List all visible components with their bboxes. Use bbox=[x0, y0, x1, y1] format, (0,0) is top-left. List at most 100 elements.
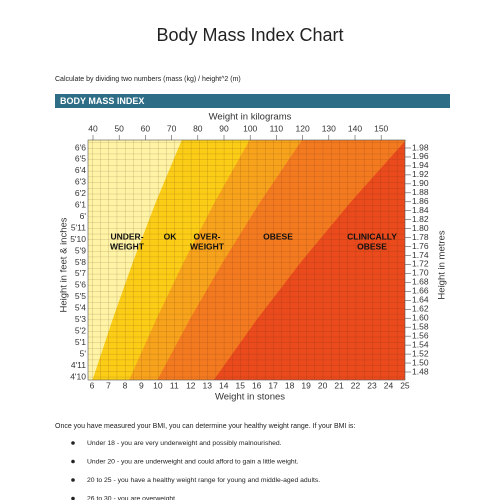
right-tick-label: 1.84 bbox=[412, 205, 429, 215]
right-tick-label: 1.94 bbox=[412, 160, 429, 170]
bottom-tick-label: 25 bbox=[400, 380, 410, 390]
left-tick-label: 5'10 bbox=[70, 234, 86, 244]
bullet-dot bbox=[71, 478, 75, 482]
left-tick-label: 5'11 bbox=[71, 222, 86, 232]
subtitle: Calculate by dividing two numbers (mass … bbox=[55, 76, 241, 83]
right-tick-label: 1.78 bbox=[412, 232, 429, 242]
bottom-tick-label: 15 bbox=[235, 380, 245, 390]
top-tick-label: 90 bbox=[219, 123, 229, 133]
right-tick-label: 1.58 bbox=[412, 321, 429, 331]
right-tick-label: 1.88 bbox=[412, 187, 429, 197]
right-tick-label: 1.50 bbox=[412, 357, 429, 367]
bullet-dot bbox=[71, 496, 75, 500]
banner-text: BODY MASS INDEX bbox=[60, 96, 144, 106]
top-axis-title: Weight in kilograms bbox=[209, 112, 292, 123]
left-tick-label: 5'1 bbox=[75, 337, 86, 347]
left-tick-label: 6'1 bbox=[75, 200, 86, 210]
top-tick-label: 140 bbox=[348, 123, 362, 133]
bottom-tick-label: 22 bbox=[351, 380, 361, 390]
bullet-text: 26 to 30 - you are overweight bbox=[87, 495, 175, 500]
bottom-tick-label: 12 bbox=[186, 380, 196, 390]
top-tick-label: 120 bbox=[296, 123, 310, 133]
bullet-dot bbox=[71, 441, 75, 445]
right-tick-label: 1.80 bbox=[412, 223, 429, 233]
right-tick-label: 1.62 bbox=[412, 304, 429, 314]
right-tick-label: 1.70 bbox=[412, 268, 429, 278]
left-tick-label: 6'2 bbox=[75, 188, 86, 198]
bottom-tick-label: 14 bbox=[219, 380, 229, 390]
bottom-tick-label: 20 bbox=[318, 380, 328, 390]
right-tick-label: 1.52 bbox=[412, 348, 429, 358]
bottom-tick-label: 17 bbox=[268, 380, 278, 390]
right-tick-label: 1.66 bbox=[412, 286, 429, 296]
right-tick-label: 1.60 bbox=[412, 312, 429, 322]
top-tick-label: 70 bbox=[167, 123, 177, 133]
top-tick-label: 130 bbox=[322, 123, 336, 133]
bottom-tick-label: 11 bbox=[170, 380, 179, 390]
bottom-tick-label: 10 bbox=[153, 380, 163, 390]
left-tick-label: 6'4 bbox=[75, 165, 86, 175]
left-tick-label: 5'9 bbox=[75, 245, 86, 255]
right-axis-title: Height in metres bbox=[437, 230, 448, 299]
left-tick-label: 5'8 bbox=[75, 257, 86, 267]
top-tick-label: 50 bbox=[114, 123, 124, 133]
left-tick-label: 5'4 bbox=[75, 303, 86, 313]
title: Body Mass Index Chart bbox=[156, 25, 343, 45]
bullet-text: Under 20 - you are underweight and could… bbox=[87, 458, 299, 465]
right-tick-label: 1.90 bbox=[412, 178, 429, 188]
bottom-tick-label: 18 bbox=[285, 380, 295, 390]
zone-label: UNDER- bbox=[110, 231, 143, 241]
bottom-tick-label: 6 bbox=[90, 380, 95, 390]
grid bbox=[87, 139, 406, 381]
left-tick-label: 5'6 bbox=[75, 280, 86, 290]
bottom-tick-label: 7 bbox=[106, 380, 111, 390]
right-tick-label: 1.74 bbox=[412, 250, 429, 260]
bullet-text: Under 18 - you are very underweight and … bbox=[87, 440, 282, 447]
left-tick-label: 6' bbox=[80, 211, 87, 221]
top-tick-label: 100 bbox=[243, 123, 257, 133]
bullet-dot bbox=[71, 459, 75, 464]
left-tick-label: 6'6 bbox=[75, 142, 86, 152]
bullet-text: 20 to 25 - you have a healthy weight ran… bbox=[87, 477, 320, 484]
top-tick-label: 150 bbox=[374, 123, 388, 133]
right-tick-label: 1.54 bbox=[412, 339, 429, 349]
left-tick-label: 5'5 bbox=[75, 291, 86, 301]
zone-label: OVER- bbox=[194, 231, 221, 241]
bottom-tick-label: 9 bbox=[139, 380, 144, 390]
top-tick-label: 60 bbox=[141, 123, 151, 133]
right-tick-label: 1.68 bbox=[412, 277, 429, 287]
banner-bar bbox=[55, 94, 450, 108]
left-tick-label: 5' bbox=[80, 348, 87, 358]
bottom-tick-label: 23 bbox=[367, 380, 377, 390]
zone-label: OK bbox=[164, 231, 178, 241]
intro: Once you have measured your BMI, you can… bbox=[55, 423, 355, 430]
bottom-tick-label: 13 bbox=[203, 380, 213, 390]
left-tick-label: 6'3 bbox=[75, 177, 86, 187]
right-tick-label: 1.92 bbox=[412, 169, 429, 179]
left-tick-label: 4'11 bbox=[71, 360, 86, 370]
bottom-axis-title: Weight in stones bbox=[215, 392, 285, 403]
bottom-tick-label: 19 bbox=[301, 380, 311, 390]
top-tick-label: 40 bbox=[88, 123, 98, 133]
bottom-tick-label: 21 bbox=[334, 380, 344, 390]
right-tick-label: 1.82 bbox=[412, 214, 429, 224]
zone-label: OBESE bbox=[263, 231, 293, 241]
right-tick-label: 1.48 bbox=[412, 366, 429, 376]
right-tick-label: 1.72 bbox=[412, 259, 429, 269]
zone-label: CLINICALLY bbox=[347, 231, 397, 241]
bottom-tick-label: 8 bbox=[123, 380, 128, 390]
right-tick-label: 1.98 bbox=[412, 142, 429, 152]
zone-label: WEIGHT bbox=[190, 241, 225, 251]
top-tick-label: 80 bbox=[193, 123, 203, 133]
bottom-tick-label: 16 bbox=[252, 380, 262, 390]
left-tick-label: 4'10 bbox=[70, 371, 86, 381]
right-tick-label: 1.56 bbox=[412, 330, 429, 340]
right-tick-label: 1.86 bbox=[412, 196, 429, 206]
right-tick-label: 1.96 bbox=[412, 151, 429, 161]
left-tick-label: 5'3 bbox=[75, 314, 86, 324]
zone-label: OBESE bbox=[357, 241, 387, 251]
top-tick-label: 110 bbox=[270, 123, 284, 133]
left-tick-label: 6'5 bbox=[75, 154, 86, 164]
right-tick-label: 1.76 bbox=[412, 241, 429, 251]
